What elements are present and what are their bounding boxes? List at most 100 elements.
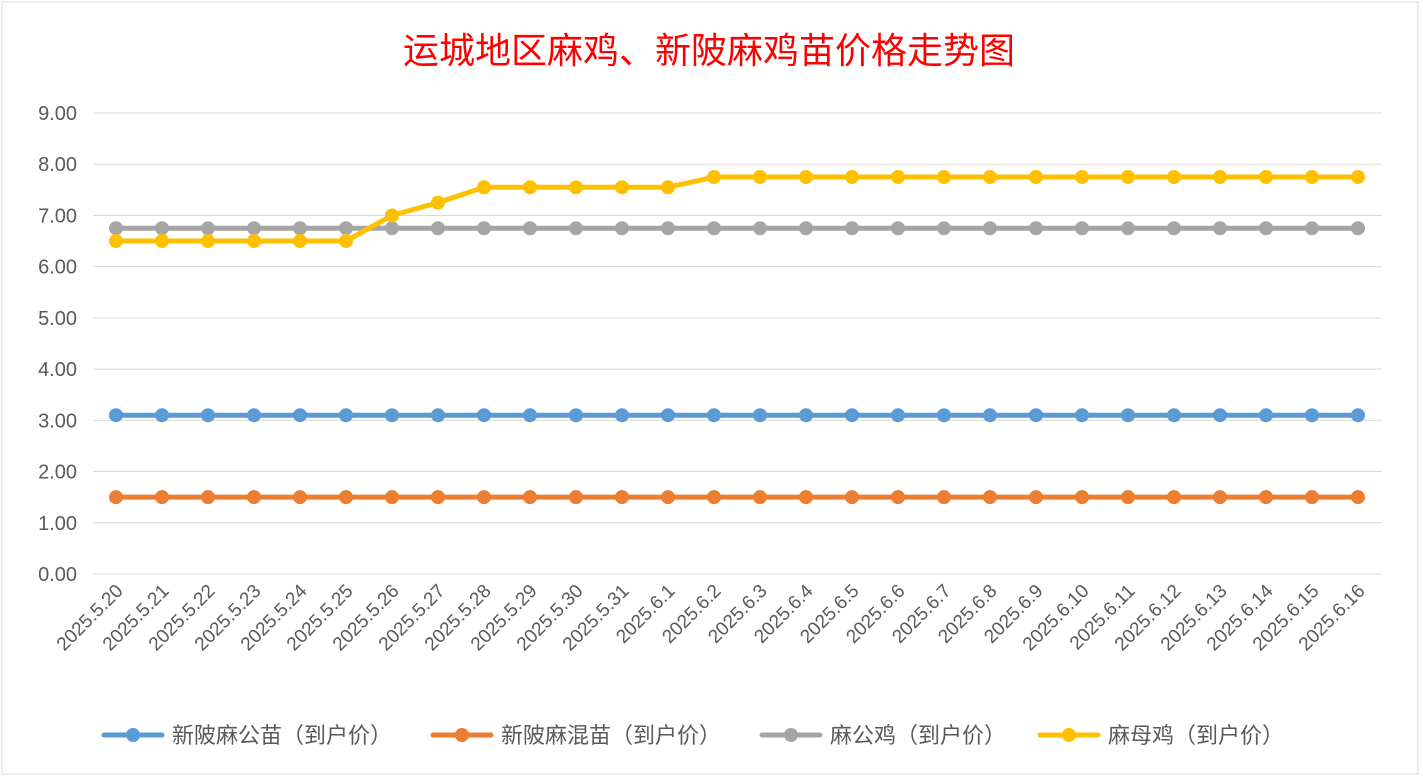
data-point	[155, 221, 169, 236]
data-point	[431, 195, 445, 210]
data-point	[155, 234, 169, 249]
data-point	[201, 490, 215, 505]
data-point	[477, 221, 491, 236]
data-point	[155, 408, 169, 423]
data-point	[1075, 221, 1089, 236]
data-point	[293, 490, 307, 505]
legend-item-1: 新陂麻混苗（到户价）	[430, 724, 721, 749]
data-point	[983, 170, 997, 185]
data-point	[247, 408, 261, 423]
data-point	[1259, 170, 1273, 185]
data-point	[247, 234, 261, 249]
data-point	[615, 180, 629, 195]
y-tick-label: 4.00	[38, 359, 77, 381]
data-point	[1305, 170, 1319, 185]
data-point	[1167, 408, 1181, 423]
series-line-3	[113, 174, 1361, 244]
data-point	[569, 180, 583, 195]
data-point	[1029, 490, 1043, 505]
data-point	[1305, 408, 1319, 423]
data-point	[109, 408, 123, 423]
data-point	[247, 490, 261, 505]
data-point	[1121, 170, 1135, 185]
data-point	[385, 221, 399, 236]
legend-label: 新陂麻混苗（到户价）	[501, 724, 721, 749]
data-point	[339, 408, 353, 423]
data-point	[385, 208, 399, 223]
data-point	[983, 490, 997, 505]
data-point	[845, 221, 859, 236]
data-point	[1213, 170, 1227, 185]
data-point	[661, 408, 675, 423]
series-1	[109, 490, 1365, 505]
data-point	[1305, 221, 1319, 236]
data-point	[1075, 408, 1089, 423]
data-point	[845, 408, 859, 423]
data-point	[615, 221, 629, 236]
data-point	[155, 490, 169, 505]
data-point	[339, 234, 353, 249]
data-point	[477, 408, 491, 423]
data-point	[799, 490, 813, 505]
series-0	[109, 408, 1365, 423]
data-point	[201, 408, 215, 423]
data-point	[523, 180, 537, 195]
data-point	[1121, 408, 1135, 423]
data-point	[477, 490, 491, 505]
data-point	[1213, 490, 1227, 505]
data-point	[707, 490, 721, 505]
series-3	[109, 170, 1365, 249]
data-point	[1213, 408, 1227, 423]
data-point	[707, 221, 721, 236]
legend-item-2: 麻公鸡（到户价）	[759, 724, 1006, 749]
legend-label: 麻公鸡（到户价）	[830, 724, 1006, 749]
gridlines	[93, 112, 1382, 575]
data-point	[523, 221, 537, 236]
data-point	[661, 180, 675, 195]
data-point	[1351, 490, 1365, 505]
data-point	[1259, 490, 1273, 505]
data-point	[799, 170, 813, 185]
legend-swatch-marker	[1062, 728, 1076, 742]
data-point	[1259, 221, 1273, 236]
data-point	[615, 490, 629, 505]
y-tick-label: 2.00	[38, 462, 77, 484]
data-point	[1351, 170, 1365, 185]
data-point	[845, 170, 859, 185]
data-point	[707, 170, 721, 185]
data-point	[1029, 221, 1043, 236]
data-point	[1121, 490, 1135, 505]
data-point	[293, 234, 307, 249]
data-point	[937, 490, 951, 505]
data-point	[201, 234, 215, 249]
data-point	[891, 408, 905, 423]
data-point	[293, 221, 307, 236]
y-tick-label: 5.00	[38, 308, 77, 330]
legend: 新陂麻公苗（到户价） 新陂麻混苗（到户价） 麻公鸡（到户价） 麻母鸡（到户价）	[101, 724, 1284, 749]
data-point	[1121, 221, 1135, 236]
data-point	[753, 408, 767, 423]
data-point	[1351, 221, 1365, 236]
data-point	[109, 234, 123, 249]
data-point	[385, 490, 399, 505]
legend-swatch-marker	[126, 728, 140, 742]
data-point	[109, 490, 123, 505]
data-point	[1029, 408, 1043, 423]
data-point	[431, 490, 445, 505]
data-point	[569, 408, 583, 423]
data-point	[753, 221, 767, 236]
data-point	[661, 221, 675, 236]
legend-item-3: 麻母鸡（到户价）	[1037, 724, 1284, 749]
data-point	[983, 221, 997, 236]
data-point	[385, 408, 399, 423]
data-point	[569, 221, 583, 236]
series-lines	[109, 170, 1365, 505]
data-point	[891, 170, 905, 185]
data-point	[431, 221, 445, 236]
legend-label: 新陂麻公苗（到户价）	[172, 724, 392, 749]
data-point	[661, 490, 675, 505]
data-point	[523, 408, 537, 423]
data-point	[845, 490, 859, 505]
